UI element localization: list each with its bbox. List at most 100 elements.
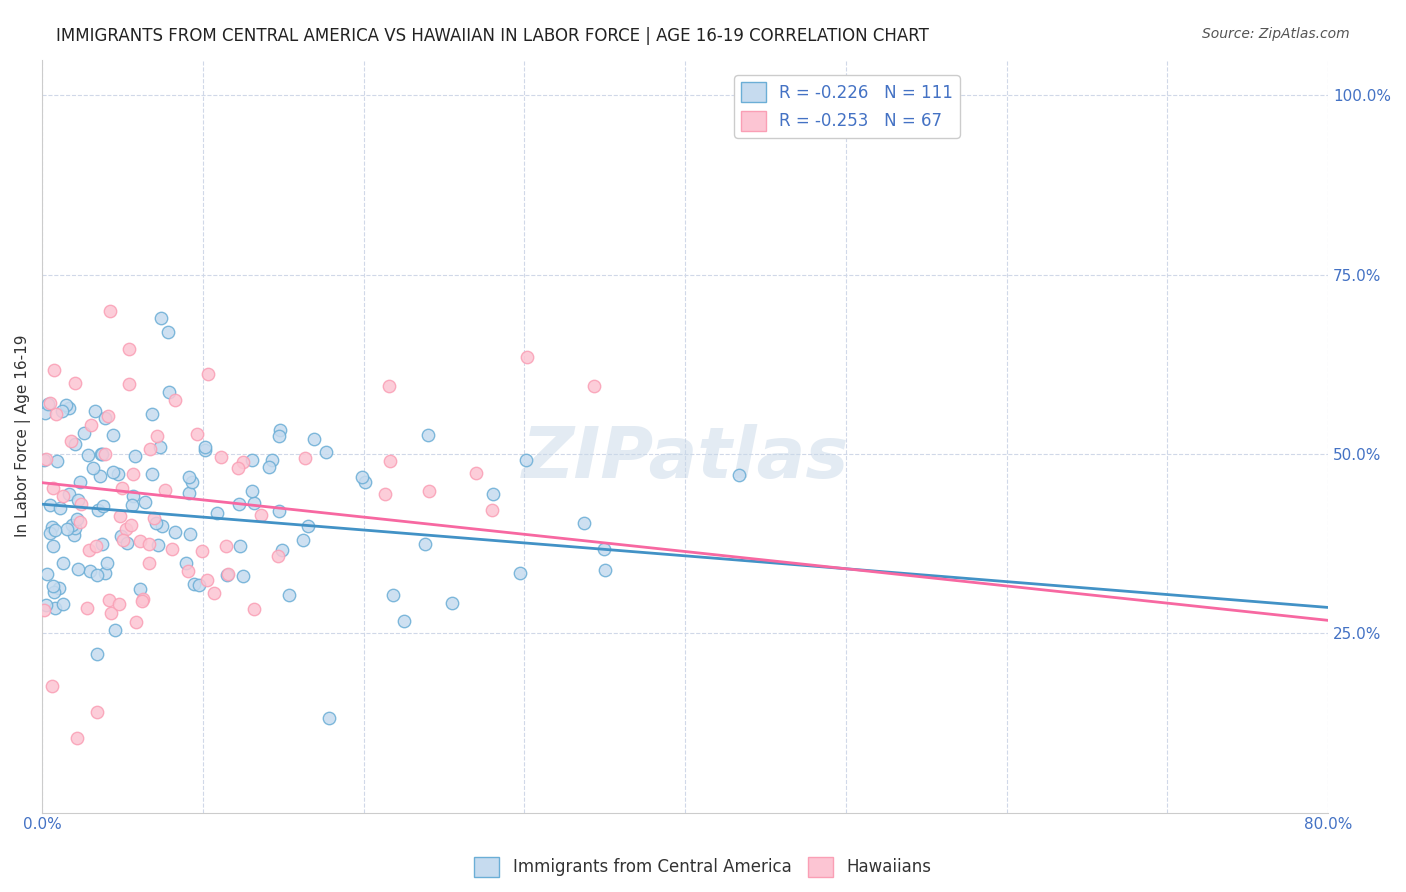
Immigrants from Central America	[38, 498, 60, 512]
Immigrants from Central America	[482, 487, 505, 501]
Hawaiians	[132, 591, 155, 606]
Hawaiians	[84, 539, 107, 553]
Immigrants from Central America	[141, 407, 163, 421]
Immigrants from Central America	[37, 397, 59, 411]
Immigrants from Central America	[91, 499, 114, 513]
Immigrants from Central America	[63, 528, 86, 542]
Immigrants from Central America	[58, 401, 80, 415]
Immigrants from Central America	[416, 428, 439, 442]
Immigrants from Central America	[177, 486, 200, 500]
Hawaiians	[52, 489, 75, 503]
Immigrants from Central America	[46, 454, 69, 468]
Immigrants from Central America	[124, 449, 146, 463]
Immigrants from Central America	[66, 492, 89, 507]
Immigrants from Central America	[122, 489, 145, 503]
Immigrants from Central America	[55, 523, 77, 537]
Hawaiians	[118, 342, 141, 356]
Immigrants from Central America	[37, 566, 59, 581]
Hawaiians	[114, 522, 136, 536]
Text: ZIPatlas: ZIPatlas	[522, 425, 849, 493]
Hawaiians	[41, 679, 63, 693]
Hawaiians	[94, 447, 117, 461]
Immigrants from Central America	[44, 585, 66, 599]
Text: IMMIGRANTS FROM CENTRAL AMERICA VS HAWAIIAN IN LABOR FORCE | AGE 16-19 CORRELATI: IMMIGRANTS FROM CENTRAL AMERICA VS HAWAI…	[56, 27, 929, 45]
Immigrants from Central America	[177, 470, 200, 484]
Immigrants from Central America	[572, 516, 595, 531]
Immigrants from Central America	[150, 518, 173, 533]
Hawaiians	[80, 417, 103, 432]
Immigrants from Central America	[96, 556, 118, 570]
Hawaiians	[128, 533, 150, 548]
Hawaiians	[232, 455, 254, 469]
Hawaiians	[267, 549, 290, 563]
Immigrants from Central America	[34, 406, 56, 420]
Hawaiians	[138, 442, 160, 456]
Hawaiians	[110, 481, 132, 495]
Immigrants from Central America	[148, 537, 170, 551]
Immigrants from Central America	[35, 599, 58, 613]
Immigrants from Central America	[58, 487, 80, 501]
Hawaiians	[176, 564, 198, 578]
Immigrants from Central America	[77, 448, 100, 462]
Hawaiians	[66, 731, 89, 745]
Immigrants from Central America	[515, 453, 537, 467]
Immigrants from Central America	[41, 520, 63, 534]
Immigrants from Central America	[232, 568, 254, 582]
Immigrants from Central America	[115, 536, 138, 550]
Hawaiians	[42, 362, 65, 376]
Hawaiians	[65, 376, 87, 390]
Immigrants from Central America	[150, 310, 173, 325]
Hawaiians	[77, 543, 100, 558]
Hawaiians	[163, 392, 186, 407]
Hawaiians	[481, 503, 503, 517]
Hawaiians	[108, 598, 131, 612]
Hawaiians	[197, 367, 219, 381]
Hawaiians	[374, 486, 396, 500]
Immigrants from Central America	[66, 511, 89, 525]
Legend: R = -0.226   N = 111, R = -0.253   N = 67: R = -0.226 N = 111, R = -0.253 N = 67	[734, 76, 960, 137]
Immigrants from Central America	[94, 566, 117, 580]
Immigrants from Central America	[592, 541, 614, 556]
Hawaiians	[186, 427, 208, 442]
Hawaiians	[583, 379, 606, 393]
Hawaiians	[108, 508, 131, 523]
Hawaiians	[59, 434, 82, 448]
Immigrants from Central America	[240, 453, 263, 467]
Immigrants from Central America	[315, 445, 337, 459]
Immigrants from Central America	[55, 399, 77, 413]
Immigrants from Central America	[194, 442, 217, 457]
Hawaiians	[120, 517, 142, 532]
Immigrants from Central America	[63, 437, 86, 451]
Immigrants from Central America	[66, 562, 89, 576]
Hawaiians	[138, 536, 160, 550]
Immigrants from Central America	[32, 453, 55, 467]
Hawaiians	[243, 601, 266, 615]
Hawaiians	[378, 379, 401, 393]
Immigrants from Central America	[392, 614, 415, 628]
Immigrants from Central America	[110, 529, 132, 543]
Immigrants from Central America	[44, 601, 66, 615]
Immigrants from Central America	[149, 441, 172, 455]
Hawaiians	[100, 607, 122, 621]
Immigrants from Central America	[297, 519, 319, 533]
Hawaiians	[195, 574, 218, 588]
Immigrants from Central America	[509, 566, 531, 580]
Immigrants from Central America	[82, 461, 104, 475]
Hawaiians	[111, 533, 134, 547]
Hawaiians	[464, 466, 486, 480]
Hawaiians	[226, 461, 249, 475]
Immigrants from Central America	[145, 516, 167, 531]
Immigrants from Central America	[49, 501, 72, 516]
Hawaiians	[45, 407, 67, 421]
Immigrants from Central America	[38, 525, 60, 540]
Immigrants from Central America	[86, 568, 108, 582]
Hawaiians	[35, 452, 58, 467]
Immigrants from Central America	[302, 432, 325, 446]
Immigrants from Central America	[188, 578, 211, 592]
Immigrants from Central America	[157, 384, 180, 399]
Hawaiians	[98, 304, 121, 318]
Hawaiians	[250, 508, 273, 523]
Immigrants from Central America	[107, 467, 129, 482]
Immigrants from Central America	[52, 597, 75, 611]
Hawaiians	[69, 515, 91, 529]
